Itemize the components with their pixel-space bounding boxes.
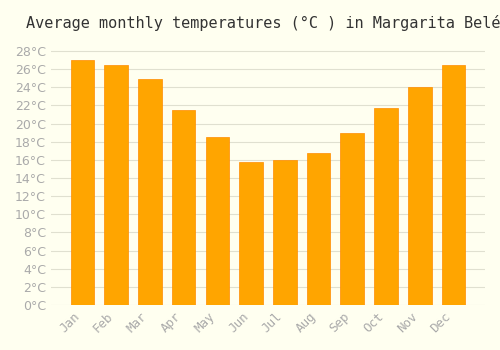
- Bar: [240, 162, 263, 305]
- Bar: [273, 160, 296, 305]
- Bar: [206, 137, 229, 305]
- Bar: [172, 110, 196, 305]
- Title: Average monthly temperatures (°C ) in Margarita Belén: Average monthly temperatures (°C ) in Ma…: [26, 15, 500, 31]
- Bar: [104, 64, 128, 305]
- Bar: [70, 60, 94, 305]
- Bar: [374, 108, 398, 305]
- Bar: [442, 64, 466, 305]
- Bar: [408, 87, 432, 305]
- Bar: [340, 133, 364, 305]
- Bar: [306, 154, 330, 305]
- Bar: [138, 79, 162, 305]
